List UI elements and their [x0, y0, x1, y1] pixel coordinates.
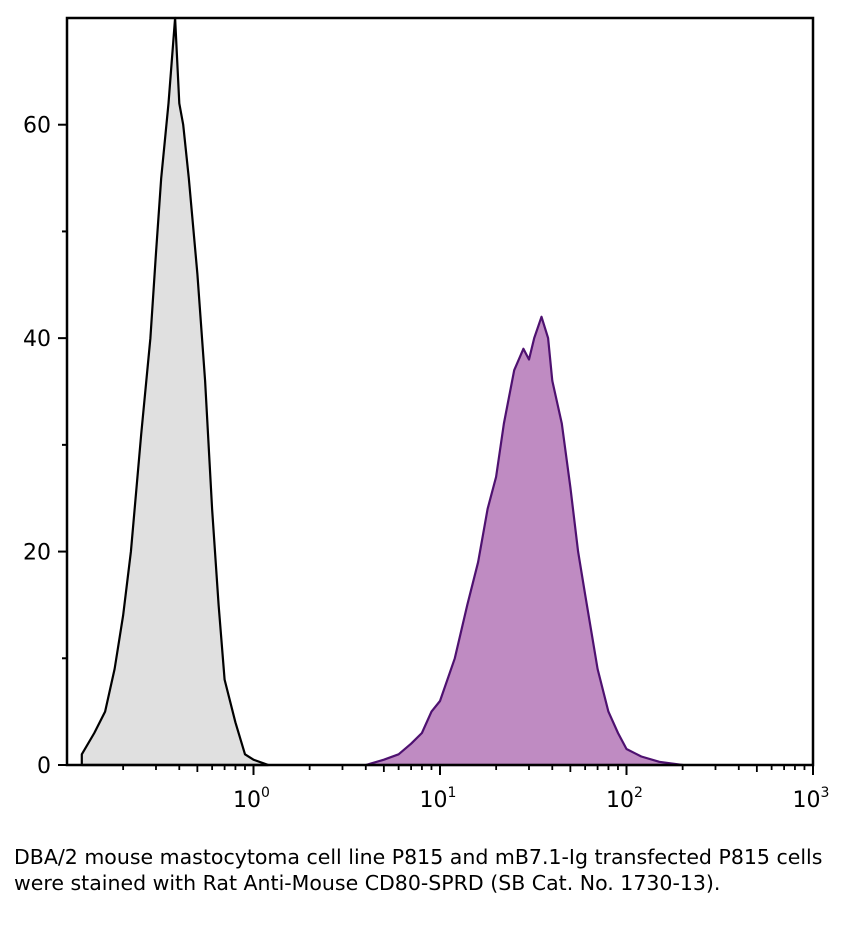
x-tick-label: 102 — [606, 785, 643, 813]
y-tick-label: 40 — [23, 327, 51, 352]
x-tick-label: 101 — [420, 785, 457, 813]
y-tick-label: 0 — [37, 754, 51, 779]
histogram-chart: 0 20 40 60 100 101 102 103 — [23, 16, 830, 813]
figure-caption: DBA/2 mouse mastocytoma cell line P815 a… — [14, 845, 823, 895]
y-tick-label: 20 — [23, 541, 51, 566]
y-tick-label: 60 — [23, 114, 51, 139]
series-1-histogram — [80, 16, 270, 767]
x-tick-label: 100 — [233, 785, 270, 813]
axes-layer: 0 20 40 60 100 101 102 103 — [23, 16, 830, 813]
series-2-histogram — [364, 315, 684, 767]
x-tick-label: 103 — [793, 785, 830, 813]
series-layer — [80, 16, 684, 767]
